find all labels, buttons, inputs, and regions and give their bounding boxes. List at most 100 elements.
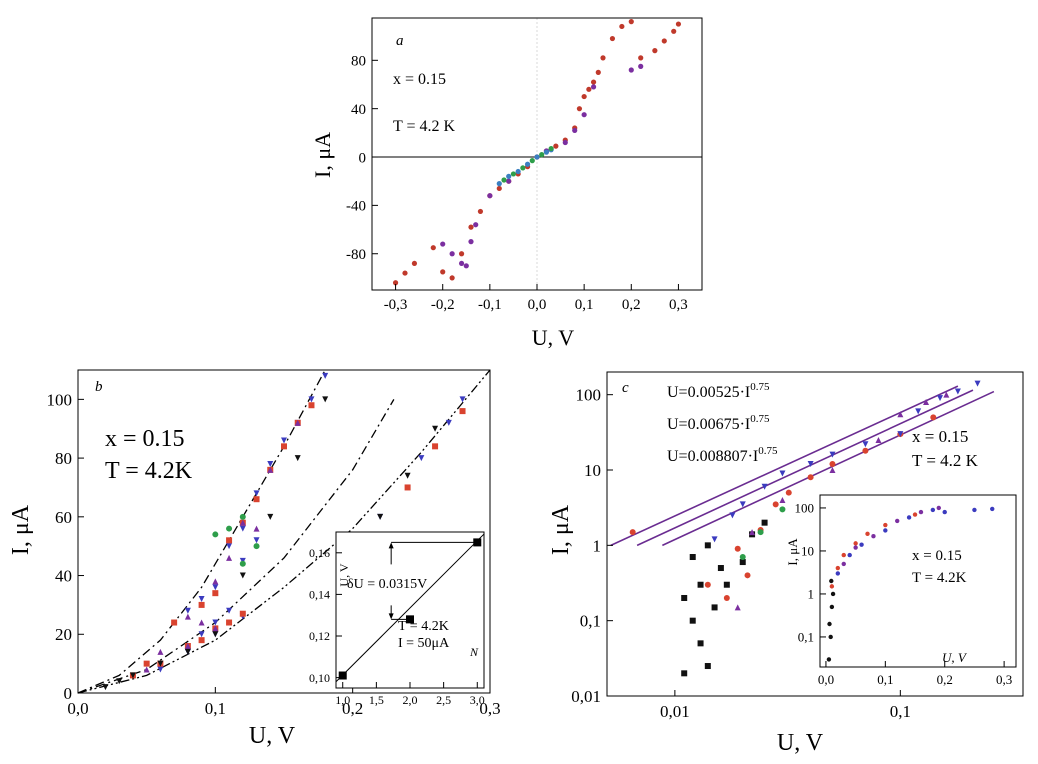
data-point	[681, 670, 688, 677]
panel-c-inset-xlabel: U, V	[942, 650, 968, 665]
data-point	[704, 581, 711, 588]
data-point	[826, 657, 832, 662]
data-point	[102, 684, 109, 691]
data-point	[226, 554, 233, 561]
panel-c-xlabel: U, V	[777, 730, 824, 756]
y-tick-label: 20	[55, 625, 72, 644]
data-point	[883, 528, 888, 533]
data-point	[586, 86, 592, 92]
data-point	[459, 408, 466, 415]
x-tick-label: 0,3	[669, 297, 688, 313]
panel-a-ylabel: I, μA	[310, 132, 335, 178]
data-point	[581, 93, 587, 100]
data-point	[253, 537, 260, 544]
data-point	[468, 239, 474, 245]
data-point	[829, 451, 836, 458]
data-point	[847, 552, 852, 558]
panel-b-data-layer	[77, 369, 491, 694]
panel-b-label: b	[95, 379, 103, 395]
data-point	[704, 663, 711, 670]
x-tick-label: 2,5	[436, 693, 451, 707]
data-point	[506, 173, 512, 179]
panel-c-fit-label-2: U=0.00675·I0.75	[667, 413, 770, 433]
inset-data-point	[338, 671, 347, 680]
x-tick-label: 1,0	[335, 693, 350, 707]
data-point	[308, 396, 315, 403]
y-tick-label: 0,1	[580, 612, 601, 631]
panel-c-inset-ylabel: I, μA	[785, 538, 800, 566]
panel-a-data-layer	[372, 18, 702, 290]
data-point	[157, 666, 164, 673]
data-point	[294, 419, 301, 426]
fit-curve	[77, 369, 491, 694]
data-point	[239, 519, 246, 526]
panel-c-inset-annotation-t: T = 4.2K	[912, 570, 967, 586]
y-tick-label: 0,12	[309, 629, 330, 643]
data-point	[841, 552, 846, 558]
panel-c-frame	[606, 371, 1024, 697]
data-point	[529, 158, 535, 164]
data-point	[432, 425, 439, 432]
data-point	[267, 513, 274, 520]
data-point	[990, 506, 995, 512]
data-point	[595, 69, 601, 75]
panel-a-label: a	[396, 33, 404, 49]
data-point	[253, 490, 260, 497]
data-point	[459, 396, 466, 403]
data-point	[198, 601, 205, 608]
panel-c-fit-label-2-text: U=0.00675·I	[667, 416, 750, 433]
data-point	[942, 509, 947, 515]
x-tick-label: 2,0	[403, 693, 418, 707]
panel-b-annotation-t: T = 4.2K	[105, 458, 193, 484]
data-point	[638, 55, 644, 61]
data-point	[239, 572, 246, 579]
data-point	[510, 171, 517, 177]
data-point	[322, 372, 329, 379]
data-point	[515, 168, 521, 175]
y-tick-label: 0,16	[309, 546, 330, 560]
data-point	[828, 634, 833, 640]
data-point	[859, 542, 864, 547]
data-point	[954, 388, 961, 395]
data-point	[590, 84, 597, 90]
data-point	[572, 127, 578, 134]
data-point	[129, 672, 136, 679]
panel-c-fit-label-1-text: U=0.00525·I	[667, 384, 750, 401]
panel-c-data-layer	[610, 380, 995, 677]
x-tick-label: 0,2	[342, 699, 363, 718]
panel-c-fit-label-2-exp: 0.75	[750, 413, 770, 425]
data-point	[923, 398, 930, 405]
data-point	[829, 461, 836, 468]
panel-c-fit-label-1: U=0.00525·I0.75	[667, 381, 770, 401]
data-point	[418, 455, 425, 462]
data-point	[671, 28, 677, 34]
data-point	[609, 35, 616, 42]
data-point	[785, 489, 792, 496]
panel-b-xlabel: U, V	[249, 723, 296, 749]
panel-b-inset-data-layer	[335, 533, 485, 683]
x-tick-label: 0,3	[996, 672, 1012, 687]
y-tick-label: 80	[351, 54, 366, 70]
data-point	[628, 19, 634, 25]
panel-b-annotation-x: x = 0.15	[105, 426, 185, 452]
x-tick-label: 1,5	[369, 693, 384, 707]
data-point	[226, 543, 233, 550]
data-point	[829, 578, 834, 584]
panel-b-inset: 1,0 1,5 2,0 2,5 3,0 0,10 0,12 0,14 0,16 δU = 0.0…	[309, 531, 485, 707]
data-point	[689, 617, 696, 624]
panel-a-annotation-x: x = 0.15	[393, 71, 446, 88]
data-point	[675, 21, 682, 27]
data-point	[226, 607, 233, 614]
data-point	[534, 154, 540, 160]
data-point	[906, 515, 912, 520]
data-point	[739, 501, 746, 508]
y-tick-label: 100	[795, 500, 815, 515]
y-tick-label: 100	[47, 390, 73, 409]
data-point	[835, 571, 841, 576]
data-point	[281, 443, 287, 450]
y-tick-label: 0,1	[798, 629, 814, 644]
data-point	[883, 522, 888, 528]
data-point	[930, 507, 936, 513]
data-point	[548, 145, 554, 152]
